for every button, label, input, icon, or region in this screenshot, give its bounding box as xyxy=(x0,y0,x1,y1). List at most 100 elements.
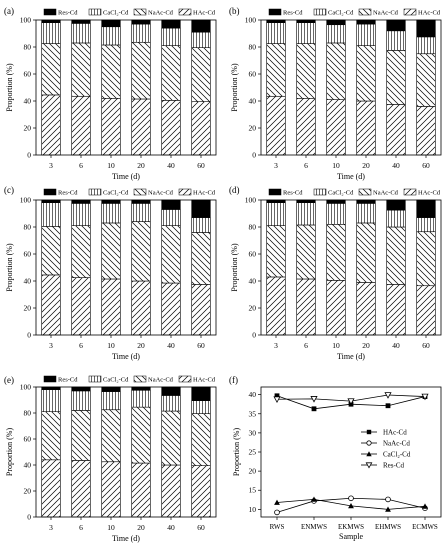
bar-segment xyxy=(416,53,436,107)
marker-square xyxy=(385,403,391,409)
bar-segment xyxy=(356,23,376,46)
x-tick-label: 20 xyxy=(137,523,145,532)
legend: Res-Cd CaCl₂-Cd NaAc-Cd HAc-Cd xyxy=(43,8,216,17)
marker-circle xyxy=(274,509,280,516)
series-3 xyxy=(273,392,429,405)
y-tick-label: 60 xyxy=(249,250,257,259)
y-tick-label: 80 xyxy=(249,43,257,52)
bar-panel-5: (e) 3 6 10 20 40 60 0 20 40 60 80 100 Time (d) Proport… xyxy=(4,375,217,543)
legend-swatch xyxy=(43,8,57,16)
marker-triangle xyxy=(348,503,354,509)
legend-label: NaAc-Cd xyxy=(373,190,399,197)
x-tick-label: 40 xyxy=(167,161,175,170)
y-tick-label: 40 xyxy=(249,390,257,399)
bar-segment xyxy=(71,277,91,336)
y-axis-label: Proportion (%) xyxy=(5,243,14,292)
legend-swatch xyxy=(358,188,372,196)
y-tick-label: 20 xyxy=(249,304,257,313)
legend-label: HAc-Cd xyxy=(193,190,216,197)
legend-label: Res-Cd xyxy=(283,190,303,197)
x-axis-label: Time (d) xyxy=(337,172,365,181)
marker-circle xyxy=(385,496,391,503)
legend-swatch xyxy=(178,8,192,16)
marker-down-triangle xyxy=(310,396,318,403)
x-axis-label: Time (d) xyxy=(112,352,140,361)
bar-segment xyxy=(326,42,346,100)
bar-segment xyxy=(131,389,151,408)
bar-segment xyxy=(71,410,91,461)
y-axis-label: Proportion (%) xyxy=(230,243,239,292)
bar-segment xyxy=(161,464,181,518)
y-tick-label: 20 xyxy=(24,487,32,496)
bar-segment xyxy=(191,101,211,156)
legend-swatch xyxy=(178,375,192,383)
bar-segment xyxy=(41,411,61,461)
legend-swatch xyxy=(313,8,327,16)
x-tick-label: 60 xyxy=(422,341,430,350)
bar-segment xyxy=(161,45,181,101)
bar-segment xyxy=(356,19,376,25)
bar-segment xyxy=(131,19,151,25)
legend-swatch xyxy=(403,188,417,196)
bar-segment xyxy=(131,23,151,43)
bar-segment xyxy=(296,98,316,156)
bar-segment xyxy=(296,19,316,23)
y-tick-label: 100 xyxy=(20,196,32,205)
x-tick-label: 6 xyxy=(304,341,308,350)
bar-segment xyxy=(191,199,211,218)
panel-label: (c) xyxy=(4,185,14,195)
legend-label: CaCl₂-Cd xyxy=(103,10,129,17)
y-tick-label: 60 xyxy=(24,250,32,259)
y-tick-label: 40 xyxy=(249,97,257,106)
y-tick-label: 0 xyxy=(27,331,31,340)
bar-segment xyxy=(161,386,181,396)
legend-swatch xyxy=(133,8,147,16)
y-tick-label: 80 xyxy=(249,223,257,232)
x-tick-label: 10 xyxy=(332,161,340,170)
bar-segment xyxy=(191,465,211,518)
bar-segment xyxy=(296,199,316,203)
bar-segment xyxy=(161,100,181,156)
bar-segment xyxy=(101,278,121,336)
y-tick-label: 35 xyxy=(249,409,257,418)
plot-frame xyxy=(35,386,217,518)
bar-segment xyxy=(161,395,181,412)
bar-segment xyxy=(101,98,121,156)
legend-label: HAc-Cd xyxy=(193,10,216,17)
x-tick-label: 60 xyxy=(197,341,205,350)
bar-segment xyxy=(191,232,211,285)
bar-segment xyxy=(416,19,436,38)
x-tick-label: 10 xyxy=(107,341,115,350)
legend-swatch xyxy=(313,188,327,196)
legend-swatch xyxy=(43,188,57,196)
y-axis-label: Proportion (%) xyxy=(230,63,239,112)
bar-segment xyxy=(131,280,151,336)
bar-segment xyxy=(356,222,376,283)
marker-circle xyxy=(348,495,354,502)
plot-frame xyxy=(35,19,217,156)
marker-down-triangle xyxy=(273,396,281,403)
bar-segment xyxy=(386,209,406,228)
y-tick-label: 100 xyxy=(245,196,257,205)
y-tick-label: 100 xyxy=(245,16,257,25)
bar-segment xyxy=(161,225,181,284)
bar-segment xyxy=(191,400,211,414)
bar-segment xyxy=(161,199,181,210)
bar-panel-2: (b) 3 6 10 20 40 60 0 20 40 60 80 100 Time (d) Proport… xyxy=(229,6,442,181)
bar-segment xyxy=(41,459,61,518)
legend-label: CaCl₂-Cd xyxy=(328,10,354,17)
y-tick-label: 40 xyxy=(249,277,257,286)
panel-label: (a) xyxy=(4,6,14,16)
bar-segment xyxy=(386,30,406,51)
bar-segment xyxy=(266,19,286,23)
bar-segment xyxy=(101,409,121,463)
marker-square xyxy=(274,393,280,399)
bar-segment xyxy=(161,27,181,46)
x-tick-label: 20 xyxy=(137,161,145,170)
legend-label: Res-Cd xyxy=(58,10,78,17)
bar-segment xyxy=(41,94,61,156)
bar-segment xyxy=(296,278,316,336)
legend-swatch xyxy=(178,188,192,196)
marker-triangle xyxy=(311,496,317,502)
bar-segment xyxy=(131,406,151,464)
